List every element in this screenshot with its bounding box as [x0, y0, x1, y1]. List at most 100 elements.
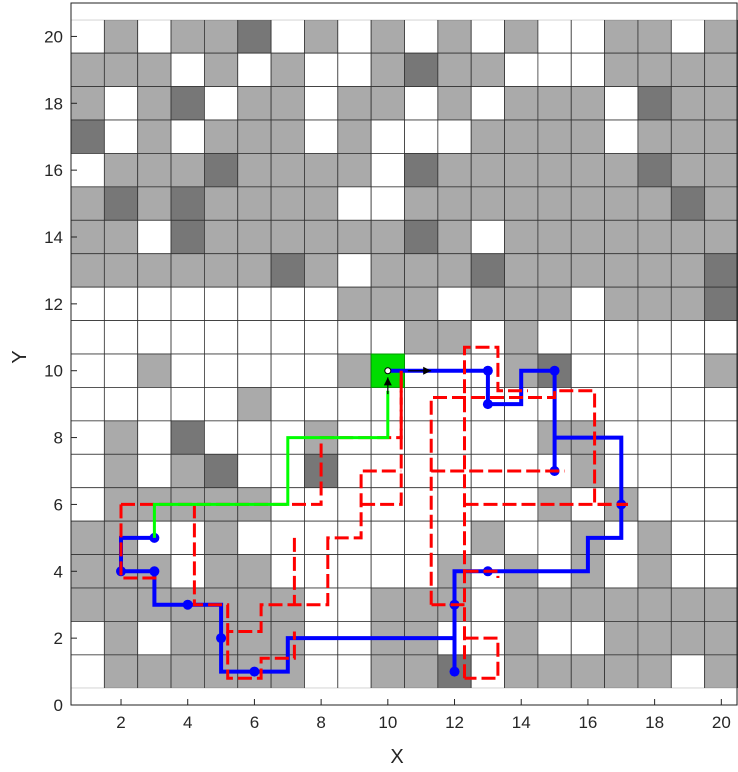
grid-cell	[670, 387, 706, 422]
y-tick-label: 16	[44, 161, 63, 180]
grid-cell	[304, 520, 339, 555]
grid-cell	[170, 621, 205, 656]
grid-cell	[637, 19, 672, 54]
grid-cell	[670, 654, 706, 689]
series-1-path	[192, 469, 402, 633]
grid-cell	[504, 119, 539, 154]
series-0-marker	[449, 666, 460, 677]
grid-cell	[203, 420, 239, 455]
grid-cell	[437, 119, 472, 154]
grid-cell	[103, 587, 139, 622]
grid-cell	[304, 654, 339, 689]
grid-cell	[337, 219, 372, 255]
grid-cell	[404, 253, 439, 288]
grid-cell	[504, 320, 539, 355]
grid-cell	[237, 420, 272, 455]
grid-cell	[304, 219, 339, 255]
grid-cell	[604, 387, 639, 422]
y-axis-ticks: 0 2 4 6 8 10 12 14 16 18 20	[44, 27, 77, 715]
series-1-path	[119, 504, 161, 580]
direction-arrows	[383, 366, 432, 395]
grid-cell	[470, 86, 505, 121]
grid-cell	[203, 520, 239, 555]
y-axis-label: Y	[9, 350, 31, 363]
grid-cell	[604, 587, 639, 622]
x-tick-label: 18	[645, 713, 664, 732]
x-tick-label: 4	[183, 713, 192, 732]
grid-cell	[270, 554, 305, 589]
grid-cell	[437, 52, 472, 87]
x-axis-ticks: 2 4 6 8 10 12 14 16 18 20	[116, 699, 731, 732]
grid-cell	[237, 186, 272, 221]
grid-cell	[103, 621, 139, 656]
grid-cell	[637, 353, 672, 388]
grid-cell	[604, 19, 639, 54]
grid-cell	[203, 219, 239, 255]
grid-cell	[270, 219, 305, 255]
grid-cell	[203, 353, 239, 388]
grid-cell	[704, 253, 738, 288]
grid-cell	[370, 320, 405, 355]
grid-cell	[170, 86, 205, 121]
grid-cell	[103, 52, 139, 87]
grid-cell	[404, 554, 439, 589]
grid-cell	[670, 453, 706, 489]
grid-cell	[670, 554, 706, 589]
grid-cell	[404, 286, 439, 321]
grid-cell	[570, 119, 605, 154]
grid-cell	[570, 587, 605, 622]
x-tick-label: 20	[712, 713, 731, 732]
grid-cell	[237, 219, 272, 255]
grid-cell	[404, 654, 439, 689]
grid-cell	[504, 253, 539, 288]
grid-cell	[103, 253, 139, 288]
grid-cell	[70, 119, 105, 154]
grid-cell	[304, 153, 339, 188]
grid-cell	[170, 520, 205, 555]
path-series	[116, 345, 628, 680]
grid-cell	[70, 186, 105, 221]
grid-cell	[404, 420, 439, 455]
grid-cell	[337, 286, 372, 321]
grid-cell	[337, 186, 372, 221]
grid-cell	[637, 420, 672, 455]
grid-cell	[237, 353, 272, 388]
grid-cell	[404, 520, 439, 555]
grid-cell	[137, 654, 172, 689]
grid-cell	[270, 153, 305, 188]
grid-cell	[370, 253, 405, 288]
grid-cell	[103, 186, 139, 221]
grid-cell	[570, 387, 605, 422]
grid-cell	[337, 119, 372, 154]
grid-cell	[637, 86, 672, 121]
grid-cell	[570, 353, 605, 388]
grid-cell	[404, 119, 439, 154]
grid-cell	[537, 19, 572, 54]
grid-cell	[470, 320, 505, 355]
grid-cell	[70, 52, 105, 87]
grid-cell	[370, 587, 405, 622]
grid-cell	[70, 320, 105, 355]
grid-cell	[404, 487, 439, 522]
grid-cell	[637, 119, 672, 154]
grid-cell	[404, 320, 439, 355]
grid-cell	[437, 520, 472, 555]
grid-cell	[604, 119, 639, 154]
grid-cell	[637, 253, 672, 288]
y-tick-label: 6	[54, 495, 63, 514]
grid-cell	[504, 219, 539, 255]
grid-cell	[170, 52, 205, 87]
grid-cell	[637, 453, 672, 489]
grid-cell	[170, 119, 205, 154]
grid-cell	[337, 19, 372, 54]
grid-cell	[670, 219, 706, 255]
grid-cell	[470, 654, 505, 689]
grid-cell	[570, 52, 605, 87]
grid-cell	[137, 320, 172, 355]
arrow-head	[383, 377, 392, 386]
grid-cell	[704, 554, 738, 589]
grid-cell	[570, 86, 605, 121]
grid-cell	[437, 219, 472, 255]
grid-cell	[637, 621, 672, 656]
grid-cell	[304, 186, 339, 221]
